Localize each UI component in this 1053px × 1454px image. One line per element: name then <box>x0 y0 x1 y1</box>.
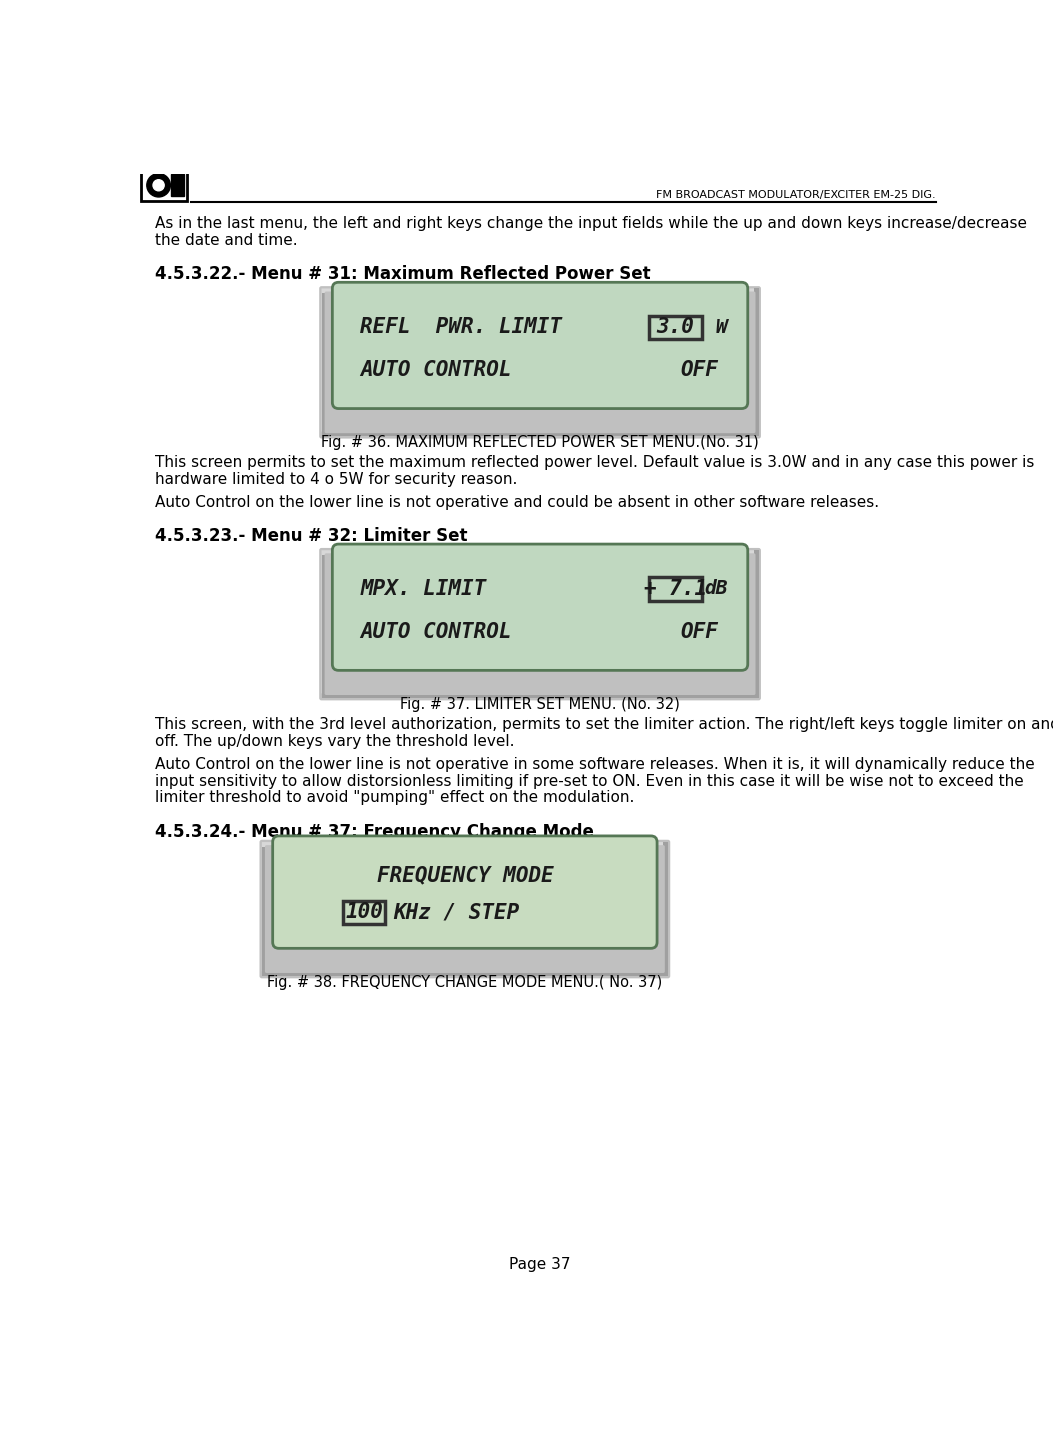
Text: As in the last menu, the left and right keys change the input fields while the u: As in the last menu, the left and right … <box>155 217 1027 231</box>
Polygon shape <box>321 288 758 436</box>
Text: 4.5.3.22.- Menu # 31: Maximum Reflected Power Set: 4.5.3.22.- Menu # 31: Maximum Reflected … <box>155 265 651 284</box>
FancyBboxPatch shape <box>324 291 755 433</box>
FancyBboxPatch shape <box>265 845 664 973</box>
Polygon shape <box>321 550 758 694</box>
Text: + 7.1: + 7.1 <box>644 579 708 599</box>
Text: This screen, with the 3rd level authorization, permits to set the limiter action: This screen, with the 3rd level authoriz… <box>155 717 1053 731</box>
Text: Fig. # 36. MAXIMUM REFLECTED POWER SET MENU.(No. 31): Fig. # 36. MAXIMUM REFLECTED POWER SET M… <box>321 435 759 449</box>
Text: 4.5.3.23.- Menu # 32: Limiter Set: 4.5.3.23.- Menu # 32: Limiter Set <box>155 528 468 545</box>
Text: off. The up/down keys vary the threshold level.: off. The up/down keys vary the threshold… <box>155 733 514 749</box>
Text: Page 37: Page 37 <box>509 1258 571 1272</box>
Text: AUTO CONTROL: AUTO CONTROL <box>360 361 512 381</box>
Text: REFL  PWR. LIMIT: REFL PWR. LIMIT <box>360 317 562 337</box>
Text: 100: 100 <box>345 901 383 922</box>
Text: OFF: OFF <box>680 622 718 643</box>
Text: This screen permits to set the maximum reflected power level. Default value is 3: This screen permits to set the maximum r… <box>155 455 1034 470</box>
Text: Auto Control on the lower line is not operative in some software releases. When : Auto Control on the lower line is not op… <box>155 756 1035 772</box>
Text: input sensitivity to allow distorsionless limiting if pre-set to ON. Even in thi: input sensitivity to allow distorsionles… <box>155 774 1024 788</box>
Text: KHz / STEP: KHz / STEP <box>393 901 519 922</box>
Text: the date and time.: the date and time. <box>155 233 298 249</box>
Bar <box>141 170 187 201</box>
Circle shape <box>146 173 171 196</box>
Text: Fig. # 37. LIMITER SET MENU. (No. 32): Fig. # 37. LIMITER SET MENU. (No. 32) <box>400 696 680 711</box>
Text: hardware limited to 4 o 5W for security reason.: hardware limited to 4 o 5W for security … <box>155 471 517 487</box>
Bar <box>343 900 385 923</box>
Text: 3.0: 3.0 <box>657 317 695 337</box>
Text: FREQUENCY MODE: FREQUENCY MODE <box>377 865 553 885</box>
Text: W: W <box>716 317 728 337</box>
FancyBboxPatch shape <box>333 544 748 670</box>
FancyBboxPatch shape <box>324 554 755 695</box>
Polygon shape <box>262 842 668 976</box>
Bar <box>650 577 702 601</box>
Polygon shape <box>321 288 758 432</box>
Text: dB: dB <box>704 580 728 599</box>
Bar <box>172 174 184 196</box>
Text: AUTO CONTROL: AUTO CONTROL <box>360 622 512 643</box>
FancyBboxPatch shape <box>259 840 671 979</box>
Text: 4.5.3.24.- Menu # 37: Frequency Change Mode: 4.5.3.24.- Menu # 37: Frequency Change M… <box>155 823 594 840</box>
Bar <box>650 316 702 339</box>
Polygon shape <box>262 842 668 971</box>
FancyBboxPatch shape <box>319 548 761 701</box>
FancyBboxPatch shape <box>333 282 748 409</box>
FancyBboxPatch shape <box>273 836 657 948</box>
Text: OFF: OFF <box>680 361 718 381</box>
Polygon shape <box>321 550 758 698</box>
Text: MPX. LIMIT: MPX. LIMIT <box>360 579 486 599</box>
Text: Fig. # 38. FREQUENCY CHANGE MODE MENU.( No. 37): Fig. # 38. FREQUENCY CHANGE MODE MENU.( … <box>267 974 662 990</box>
FancyBboxPatch shape <box>319 286 761 439</box>
Text: Auto Control on the lower line is not operative and could be absent in other sof: Auto Control on the lower line is not op… <box>155 494 879 510</box>
Text: FM BROADCAST MODULATOR/EXCITER EM-25 DIG.: FM BROADCAST MODULATOR/EXCITER EM-25 DIG… <box>656 190 936 201</box>
Text: limiter threshold to avoid "pumping" effect on the modulation.: limiter threshold to avoid "pumping" eff… <box>155 791 634 806</box>
Circle shape <box>153 180 164 190</box>
